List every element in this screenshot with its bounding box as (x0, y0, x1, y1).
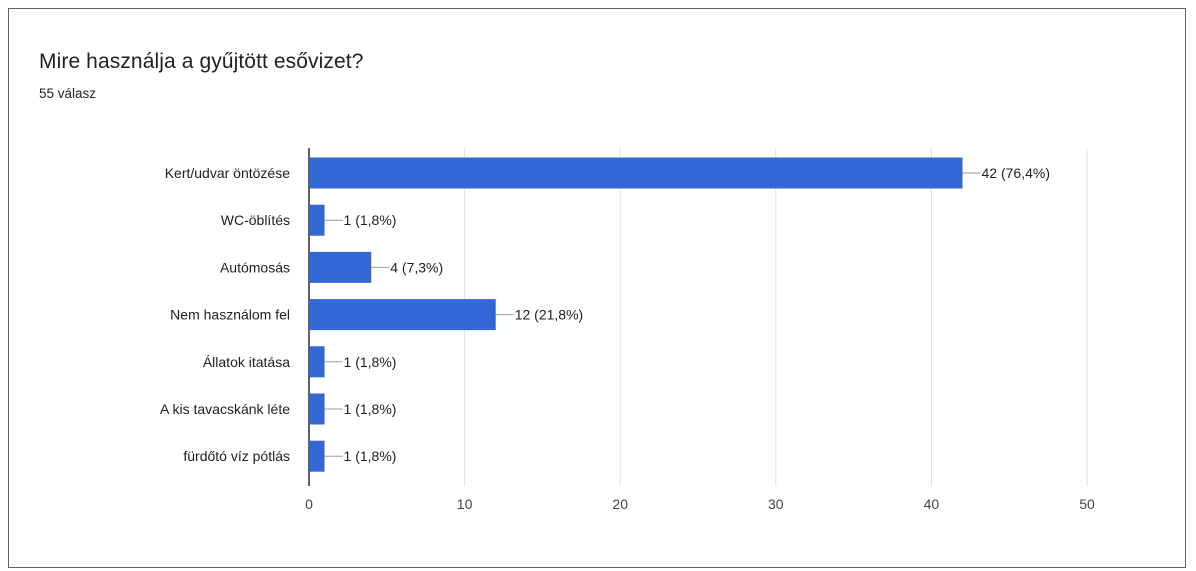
bar (309, 157, 963, 189)
x-tick-label: 20 (612, 496, 628, 512)
bar (309, 204, 325, 236)
data-label: 1 (1,8%) (344, 212, 397, 228)
x-tick-label: 10 (457, 496, 473, 512)
category-label: Kert/udvar öntözése (165, 165, 291, 181)
x-tick-label: 40 (924, 496, 940, 512)
category-label: WC-öblítés (221, 212, 290, 228)
x-tick-label: 30 (768, 496, 784, 512)
data-label: 12 (21,8%) (515, 307, 583, 323)
data-label: 1 (1,8%) (344, 448, 397, 464)
category-label: Autómosás (220, 259, 290, 275)
response-count: 55 válasz (39, 86, 97, 101)
bar (309, 440, 325, 472)
data-label: 1 (1,8%) (344, 354, 397, 370)
data-label: 42 (76,4%) (982, 165, 1050, 181)
category-label: fürdőtó víz pótlás (183, 448, 290, 464)
category-label: A kis tavacskánk léte (160, 401, 290, 417)
bar (309, 299, 496, 331)
x-tick-label: 50 (1079, 496, 1095, 512)
data-label: 4 (7,3%) (390, 259, 443, 275)
data-label: 1 (1,8%) (344, 401, 397, 417)
chart-card (8, 8, 1186, 568)
question-title: Mire használja a gyűjtött esővizet? (39, 50, 364, 73)
bar (309, 251, 372, 283)
bar (309, 393, 325, 425)
bar (309, 346, 325, 378)
x-tick-label: 0 (305, 496, 313, 512)
category-label: Nem használom fel (170, 307, 290, 323)
category-label: Állatok itatása (203, 354, 290, 370)
